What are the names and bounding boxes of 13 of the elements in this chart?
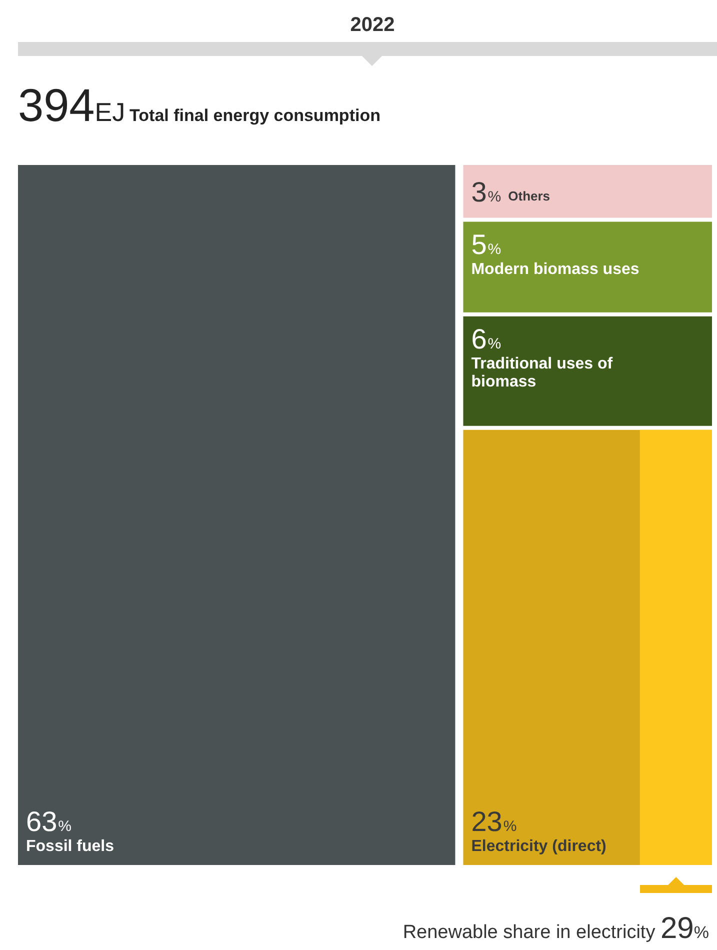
category-label: Fossil fuels — [26, 838, 114, 855]
data-label: 23% — [471, 806, 517, 837]
category-label: Traditional uses of biomass — [471, 355, 614, 390]
category-label: Modern biomass uses — [471, 260, 640, 278]
category-label: Electricity (direct) — [471, 838, 606, 855]
category-label: Others — [508, 188, 550, 204]
data-label: 6% — [471, 323, 502, 354]
text: 394EJ Total final energy consumption — [18, 79, 380, 131]
data-label: 5% — [471, 228, 502, 260]
text: 2022 — [349, 14, 396, 37]
data-label: 63% — [26, 806, 72, 837]
text: Renewable share in electricity 29% — [402, 912, 709, 945]
data-label: 3% — [471, 176, 502, 208]
